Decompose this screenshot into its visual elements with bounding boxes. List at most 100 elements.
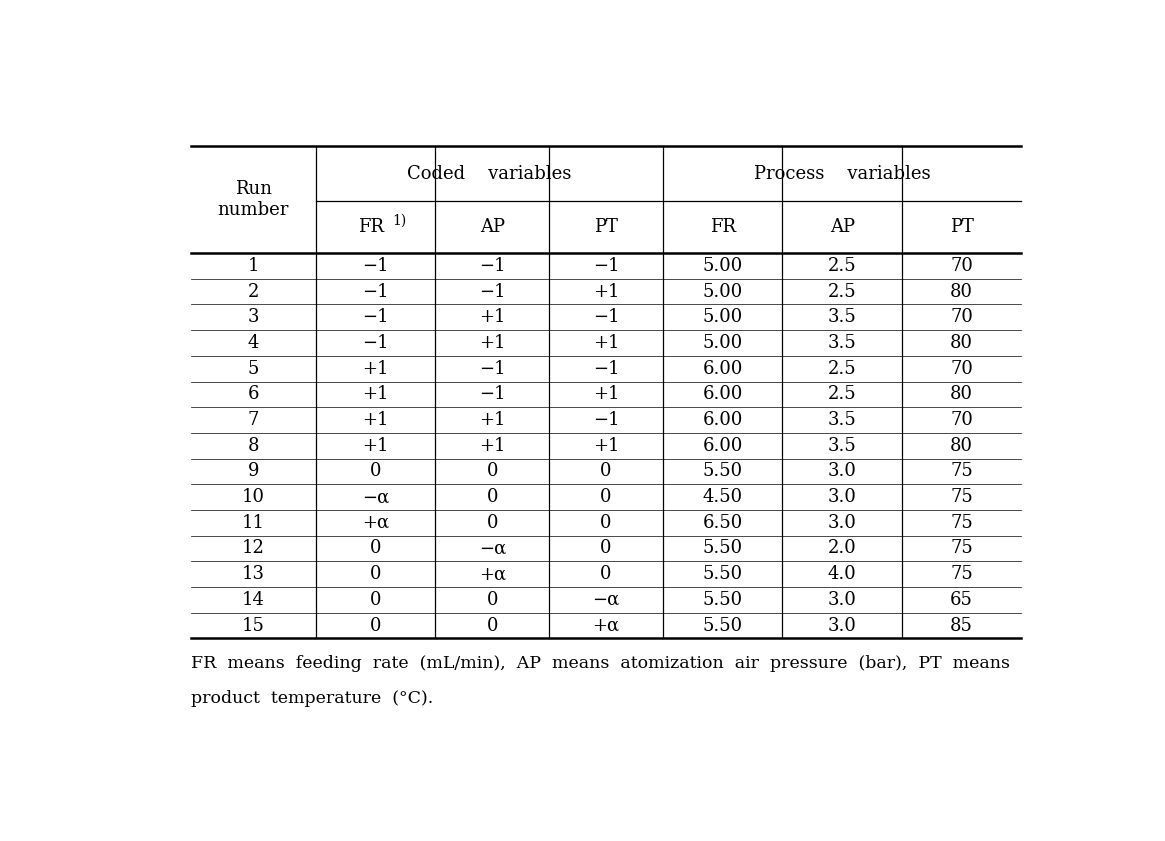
Text: 3.5: 3.5 bbox=[828, 334, 856, 352]
Text: 0: 0 bbox=[370, 463, 381, 480]
Text: −1: −1 bbox=[362, 283, 389, 300]
Text: 70: 70 bbox=[951, 309, 973, 326]
Text: 3.0: 3.0 bbox=[828, 463, 856, 480]
Text: 70: 70 bbox=[951, 257, 973, 275]
Text: −1: −1 bbox=[479, 360, 506, 378]
Text: FR  means  feeding  rate  (mL/min),  AP  means  atomization  air  pressure  (bar: FR means feeding rate (mL/min), AP means… bbox=[191, 654, 1010, 672]
Text: −1: −1 bbox=[593, 360, 620, 378]
Text: 0: 0 bbox=[600, 488, 612, 506]
Text: 12: 12 bbox=[242, 539, 264, 558]
Text: 7: 7 bbox=[248, 411, 259, 429]
Text: 75: 75 bbox=[951, 565, 973, 583]
Text: 6.50: 6.50 bbox=[702, 514, 743, 532]
Text: 15: 15 bbox=[242, 616, 264, 635]
Text: 14: 14 bbox=[242, 591, 264, 609]
Text: 3: 3 bbox=[248, 309, 259, 326]
Text: 80: 80 bbox=[951, 385, 973, 404]
Text: 2.5: 2.5 bbox=[828, 360, 856, 378]
Text: 0: 0 bbox=[487, 514, 499, 532]
Text: −1: −1 bbox=[362, 334, 389, 352]
Text: 0: 0 bbox=[600, 539, 612, 558]
Text: 0: 0 bbox=[370, 591, 381, 609]
Text: +1: +1 bbox=[479, 309, 506, 326]
Text: 2.0: 2.0 bbox=[828, 539, 856, 558]
Text: 6: 6 bbox=[248, 385, 259, 404]
Text: 2.5: 2.5 bbox=[828, 283, 856, 300]
Text: 3.5: 3.5 bbox=[828, 309, 856, 326]
Text: 70: 70 bbox=[951, 411, 973, 429]
Text: 4.0: 4.0 bbox=[828, 565, 856, 583]
Text: −α: −α bbox=[362, 488, 389, 506]
Text: +1: +1 bbox=[593, 436, 620, 455]
Text: +1: +1 bbox=[593, 385, 620, 404]
Text: 5.50: 5.50 bbox=[702, 591, 743, 609]
Text: +1: +1 bbox=[362, 385, 389, 404]
Text: 0: 0 bbox=[600, 514, 612, 532]
Text: 3.0: 3.0 bbox=[828, 514, 856, 532]
Text: 75: 75 bbox=[951, 539, 973, 558]
Text: FR: FR bbox=[709, 218, 736, 236]
Text: −1: −1 bbox=[593, 411, 620, 429]
Text: 3.5: 3.5 bbox=[828, 411, 856, 429]
Text: 80: 80 bbox=[951, 283, 973, 300]
Text: 75: 75 bbox=[951, 463, 973, 480]
Text: −1: −1 bbox=[362, 309, 389, 326]
Text: 5.50: 5.50 bbox=[702, 539, 743, 558]
Text: 6.00: 6.00 bbox=[702, 411, 743, 429]
Text: 6.00: 6.00 bbox=[702, 436, 743, 455]
Text: 0: 0 bbox=[370, 616, 381, 635]
Text: 9: 9 bbox=[248, 463, 259, 480]
Text: 5.00: 5.00 bbox=[702, 334, 743, 352]
Text: −1: −1 bbox=[593, 309, 620, 326]
Text: +α: +α bbox=[362, 514, 389, 532]
Text: 5.00: 5.00 bbox=[702, 309, 743, 326]
Text: 8: 8 bbox=[248, 436, 259, 455]
Text: 85: 85 bbox=[951, 616, 973, 635]
Text: 2.5: 2.5 bbox=[828, 385, 856, 404]
Text: −α: −α bbox=[593, 591, 620, 609]
Text: 5.50: 5.50 bbox=[702, 616, 743, 635]
Text: +α: +α bbox=[479, 565, 506, 583]
Text: 0: 0 bbox=[600, 565, 612, 583]
Text: 80: 80 bbox=[951, 334, 973, 352]
Text: −α: −α bbox=[479, 539, 506, 558]
Text: 70: 70 bbox=[951, 360, 973, 378]
Text: +α: +α bbox=[593, 616, 620, 635]
Text: Process    variables: Process variables bbox=[754, 165, 931, 182]
Text: 2: 2 bbox=[248, 283, 259, 300]
Text: −1: −1 bbox=[479, 257, 506, 275]
Text: Run
number: Run number bbox=[218, 180, 289, 219]
Text: 3.0: 3.0 bbox=[828, 488, 856, 506]
Text: 5.50: 5.50 bbox=[702, 463, 743, 480]
Text: +1: +1 bbox=[593, 334, 620, 352]
Text: +1: +1 bbox=[362, 436, 389, 455]
Text: 3.0: 3.0 bbox=[828, 616, 856, 635]
Text: 5: 5 bbox=[248, 360, 259, 378]
Text: 5.50: 5.50 bbox=[702, 565, 743, 583]
Text: 0: 0 bbox=[370, 539, 381, 558]
Text: 2.5: 2.5 bbox=[828, 257, 856, 275]
Text: 6.00: 6.00 bbox=[702, 385, 743, 404]
Text: 0: 0 bbox=[487, 591, 499, 609]
Text: 0: 0 bbox=[487, 463, 499, 480]
Text: PT: PT bbox=[949, 218, 974, 236]
Text: 1): 1) bbox=[391, 214, 407, 228]
Text: AP: AP bbox=[829, 218, 855, 236]
Text: 0: 0 bbox=[487, 616, 499, 635]
Text: 13: 13 bbox=[242, 565, 264, 583]
Text: −1: −1 bbox=[479, 283, 506, 300]
Text: 1: 1 bbox=[248, 257, 259, 275]
Text: 5.00: 5.00 bbox=[702, 257, 743, 275]
Text: 3.5: 3.5 bbox=[828, 436, 856, 455]
Text: −1: −1 bbox=[479, 385, 506, 404]
Text: 65: 65 bbox=[951, 591, 973, 609]
Text: 4.50: 4.50 bbox=[702, 488, 743, 506]
Text: 75: 75 bbox=[951, 488, 973, 506]
Text: 6.00: 6.00 bbox=[702, 360, 743, 378]
Text: 80: 80 bbox=[951, 436, 973, 455]
Text: AP: AP bbox=[480, 218, 504, 236]
Text: Coded    variables: Coded variables bbox=[408, 165, 572, 182]
Text: FR: FR bbox=[358, 218, 384, 236]
Text: −1: −1 bbox=[362, 257, 389, 275]
Text: 0: 0 bbox=[600, 463, 612, 480]
